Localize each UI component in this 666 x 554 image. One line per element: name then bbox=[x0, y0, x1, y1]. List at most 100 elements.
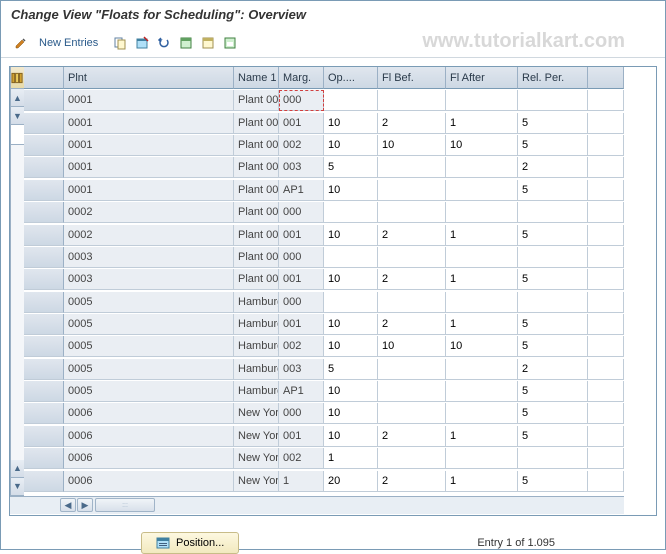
toggle-display-icon[interactable] bbox=[11, 33, 31, 53]
print-icon[interactable] bbox=[220, 33, 240, 53]
row-selector[interactable] bbox=[24, 426, 64, 447]
cell-relper[interactable]: 5 bbox=[518, 314, 588, 335]
cell-flafter[interactable] bbox=[446, 381, 518, 402]
cell-flbef[interactable] bbox=[378, 247, 446, 268]
new-entries-button[interactable]: New Entries bbox=[33, 35, 104, 51]
cell-relper[interactable]: 5 bbox=[518, 426, 588, 447]
cell-op[interactable]: 5 bbox=[324, 157, 378, 178]
cell-flbef[interactable] bbox=[378, 448, 446, 469]
cell-relper[interactable]: 5 bbox=[518, 403, 588, 424]
cell-flbef[interactable] bbox=[378, 157, 446, 178]
row-selector[interactable] bbox=[24, 180, 64, 201]
cell-op[interactable]: 5 bbox=[324, 359, 378, 380]
select-all-icon[interactable] bbox=[176, 33, 196, 53]
cell-flafter[interactable]: 1 bbox=[446, 471, 518, 492]
row-selector[interactable] bbox=[24, 292, 64, 313]
cell-flbef[interactable]: 2 bbox=[378, 225, 446, 246]
cell-flafter[interactable] bbox=[446, 448, 518, 469]
hscroll-right-icon[interactable]: ▶ bbox=[77, 498, 93, 512]
row-selector[interactable] bbox=[24, 247, 64, 268]
scroll-up-icon[interactable]: ▲ bbox=[11, 89, 24, 107]
cell-flafter[interactable] bbox=[446, 157, 518, 178]
cell-relper[interactable]: 5 bbox=[518, 471, 588, 492]
cell-op[interactable]: 10 bbox=[324, 225, 378, 246]
cell-op[interactable]: 10 bbox=[324, 113, 378, 134]
cell-flafter[interactable]: 1 bbox=[446, 225, 518, 246]
cell-op[interactable]: 10 bbox=[324, 381, 378, 402]
cell-op[interactable]: 1 bbox=[324, 448, 378, 469]
cell-flafter[interactable] bbox=[446, 403, 518, 424]
cell-op[interactable]: 10 bbox=[324, 336, 378, 357]
hscroll-thumb[interactable]: ::: bbox=[95, 498, 155, 512]
cell-op[interactable] bbox=[324, 292, 378, 313]
cell-op[interactable]: 10 bbox=[324, 426, 378, 447]
cell-relper[interactable] bbox=[518, 202, 588, 223]
cell-relper[interactable]: 5 bbox=[518, 225, 588, 246]
cell-flafter[interactable]: 1 bbox=[446, 269, 518, 290]
row-selector[interactable] bbox=[24, 381, 64, 402]
row-selector[interactable] bbox=[24, 336, 64, 357]
col-flbef[interactable]: Fl Bef. bbox=[378, 67, 446, 89]
cell-flbef[interactable] bbox=[378, 292, 446, 313]
row-selector[interactable] bbox=[24, 202, 64, 223]
row-selector[interactable] bbox=[24, 448, 64, 469]
cell-flbef[interactable]: 2 bbox=[378, 269, 446, 290]
cell-relper[interactable] bbox=[518, 292, 588, 313]
cell-op[interactable]: 10 bbox=[324, 180, 378, 201]
row-selector[interactable] bbox=[24, 403, 64, 424]
cell-relper[interactable] bbox=[518, 448, 588, 469]
cell-relper[interactable]: 5 bbox=[518, 180, 588, 201]
col-flafter[interactable]: Fl After bbox=[446, 67, 518, 89]
scroll-down2-icon[interactable]: ▼ bbox=[11, 478, 24, 496]
cell-flbef[interactable]: 2 bbox=[378, 471, 446, 492]
cell-flbef[interactable]: 10 bbox=[378, 135, 446, 156]
cell-relper[interactable]: 5 bbox=[518, 113, 588, 134]
cell-flbef[interactable]: 10 bbox=[378, 336, 446, 357]
cell-relper[interactable]: 2 bbox=[518, 157, 588, 178]
scroll-up2-icon[interactable]: ▲ bbox=[11, 460, 24, 478]
row-selector[interactable] bbox=[24, 90, 64, 111]
scroll-down-icon[interactable]: ▼ bbox=[11, 107, 24, 125]
cell-relper[interactable]: 5 bbox=[518, 336, 588, 357]
vscroll-track[interactable] bbox=[11, 145, 24, 460]
row-selector[interactable] bbox=[24, 359, 64, 380]
cell-flafter[interactable]: 1 bbox=[446, 113, 518, 134]
undo-icon[interactable] bbox=[154, 33, 174, 53]
row-selector[interactable] bbox=[24, 135, 64, 156]
col-op[interactable]: Op.... bbox=[324, 67, 378, 89]
cell-flbef[interactable]: 2 bbox=[378, 314, 446, 335]
cell-flbef[interactable] bbox=[378, 180, 446, 201]
col-plnt[interactable]: Plnt bbox=[64, 67, 234, 89]
position-button[interactable]: Position... bbox=[141, 532, 239, 554]
cell-op[interactable]: 10 bbox=[324, 135, 378, 156]
cell-op[interactable] bbox=[324, 247, 378, 268]
cell-op[interactable] bbox=[324, 90, 378, 111]
cell-op[interactable] bbox=[324, 202, 378, 223]
cell-flafter[interactable]: 10 bbox=[446, 135, 518, 156]
cell-flafter[interactable]: 10 bbox=[446, 336, 518, 357]
cell-op[interactable]: 10 bbox=[324, 403, 378, 424]
cell-flbef[interactable]: 2 bbox=[378, 113, 446, 134]
cell-flbef[interactable] bbox=[378, 202, 446, 223]
row-selector[interactable] bbox=[24, 157, 64, 178]
cell-flafter[interactable]: 1 bbox=[446, 314, 518, 335]
row-selector[interactable] bbox=[24, 225, 64, 246]
cell-flafter[interactable] bbox=[446, 202, 518, 223]
cell-relper[interactable]: 5 bbox=[518, 381, 588, 402]
cell-flafter[interactable] bbox=[446, 359, 518, 380]
cell-flbef[interactable] bbox=[378, 381, 446, 402]
row-selector[interactable] bbox=[24, 269, 64, 290]
configure-columns-icon[interactable] bbox=[11, 67, 24, 89]
delete-icon[interactable] bbox=[132, 33, 152, 53]
row-selector[interactable] bbox=[24, 113, 64, 134]
cell-op[interactable]: 20 bbox=[324, 471, 378, 492]
cell-flafter[interactable] bbox=[446, 292, 518, 313]
cell-flbef[interactable] bbox=[378, 359, 446, 380]
cell-op[interactable]: 10 bbox=[324, 314, 378, 335]
cell-flafter[interactable] bbox=[446, 90, 518, 111]
cell-flafter[interactable] bbox=[446, 247, 518, 268]
cell-op[interactable]: 10 bbox=[324, 269, 378, 290]
cell-flafter[interactable]: 1 bbox=[446, 426, 518, 447]
cell-relper[interactable]: 2 bbox=[518, 359, 588, 380]
cell-relper[interactable]: 5 bbox=[518, 135, 588, 156]
